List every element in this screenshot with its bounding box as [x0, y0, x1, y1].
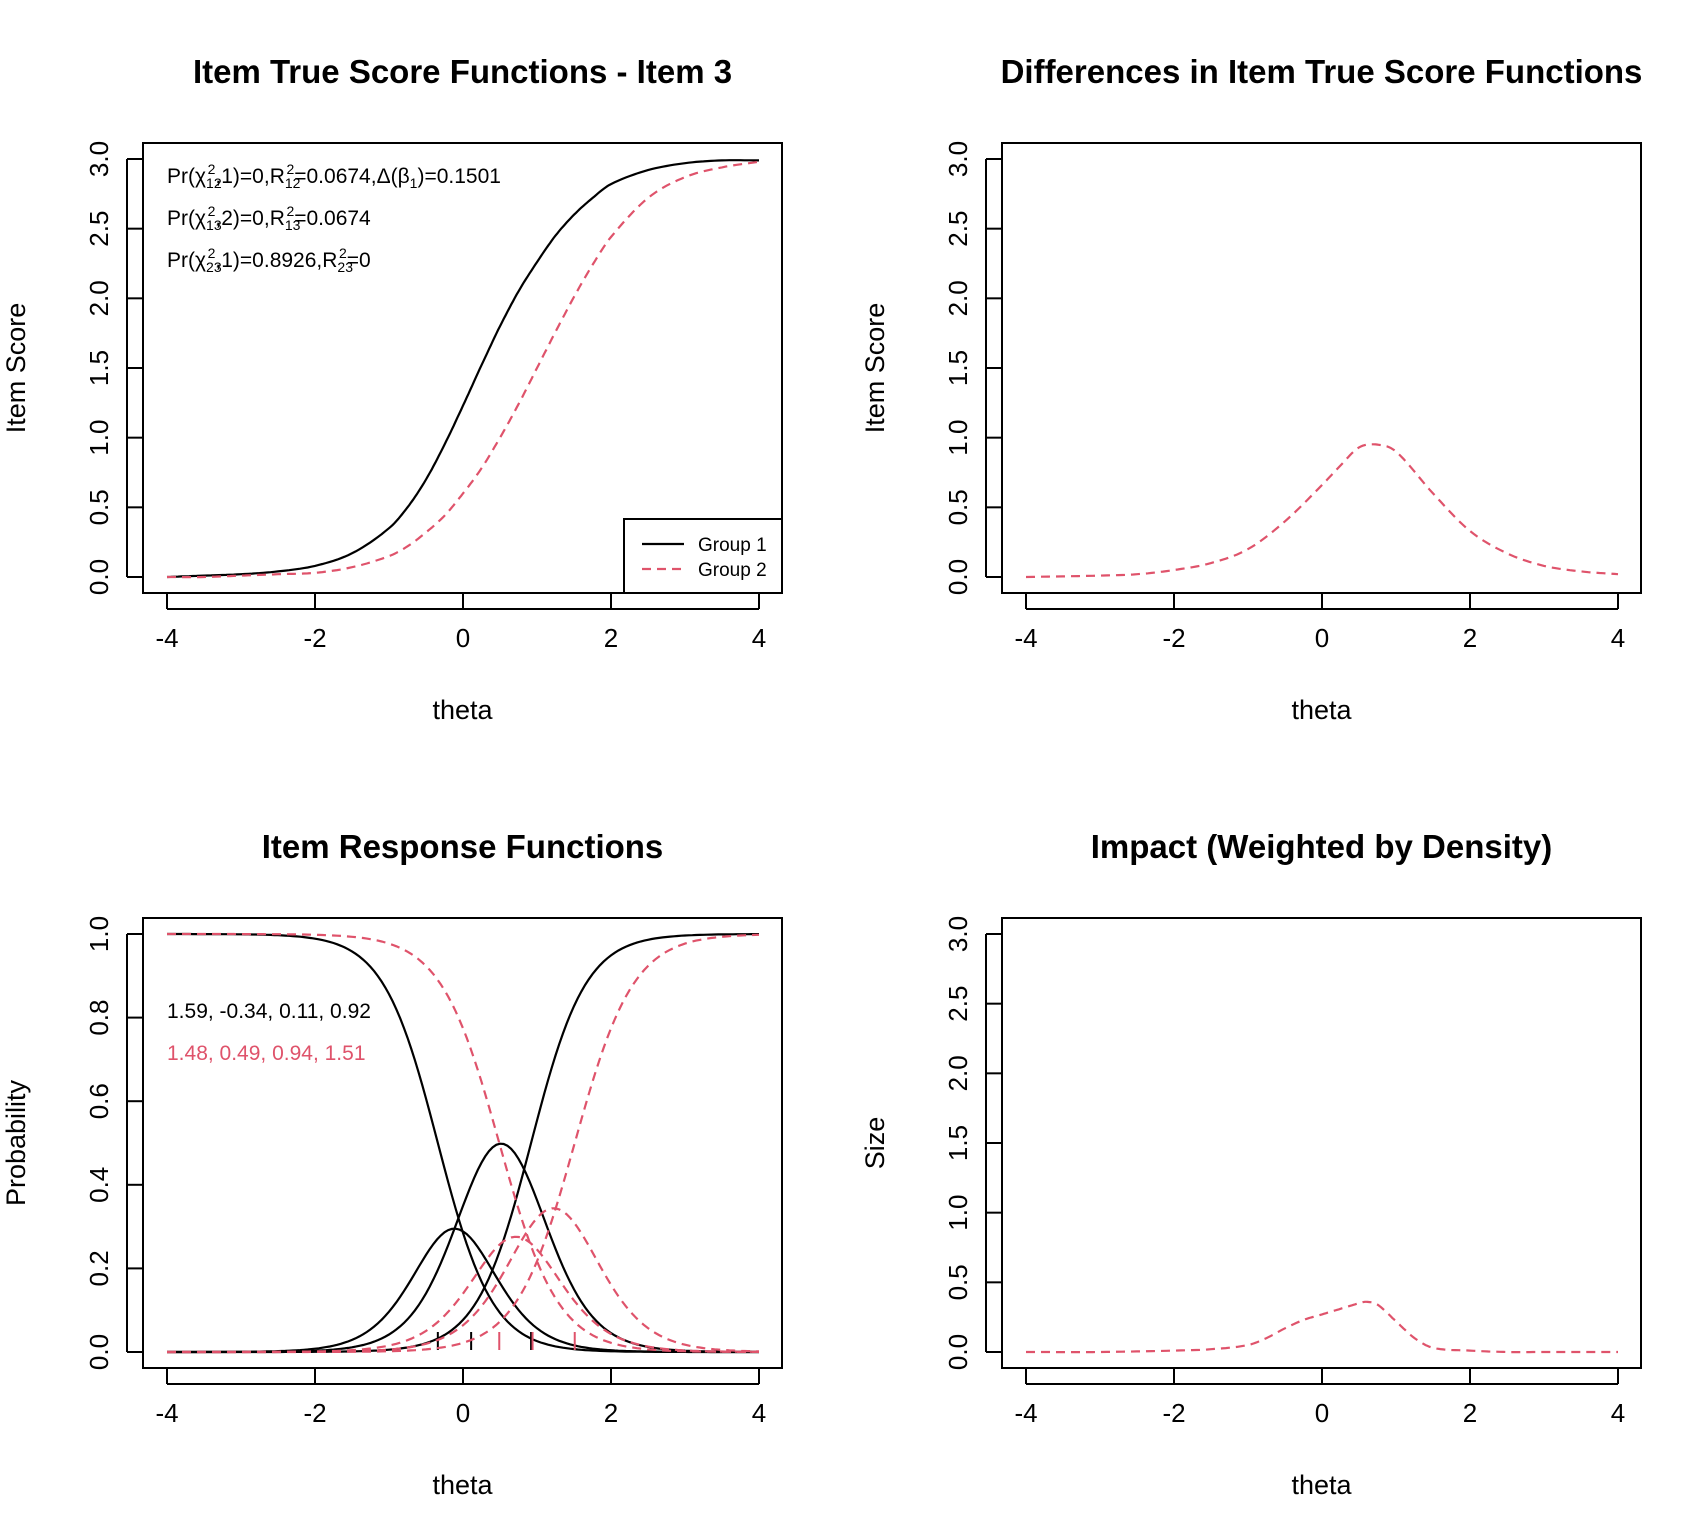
x-axis-label: theta: [1291, 1470, 1352, 1500]
x-tick-label: 4: [752, 623, 766, 653]
y-tick-label: 3.0: [943, 141, 973, 177]
y-axis-label: Probability: [1, 1079, 31, 1206]
y-tick-label: 0.5: [84, 489, 114, 525]
impact-line: [1026, 1300, 1618, 1354]
group2-category-3-curve: [167, 933, 760, 1354]
y-tick-label: 0.5: [943, 1264, 973, 1300]
y-tick-label: 0.4: [84, 1167, 114, 1203]
plot-frame: [1001, 917, 1642, 1369]
legend-box: [623, 518, 783, 594]
y-axis-label: Item Score: [1, 303, 31, 434]
y-tick-label: 3.0: [943, 916, 973, 952]
x-tick-label: -2: [303, 623, 326, 653]
y-tick-label: 2.5: [943, 211, 973, 247]
legend-label: Group 2: [698, 560, 767, 581]
y-tick-label: 1.0: [943, 420, 973, 456]
stat-annotation: Pr(χ132,2)=0,R132=0.0674: [167, 203, 371, 233]
x-axis-label: theta: [1291, 695, 1352, 725]
parameter-annotation: 1.48, 0.49, 0.94, 1.51: [167, 1042, 366, 1065]
y-axis-label: Size: [860, 1117, 890, 1170]
y-tick-label: 1.0: [84, 916, 114, 952]
y-tick-label: 0.0: [943, 1334, 973, 1370]
x-tick-label: -4: [1014, 1398, 1037, 1428]
x-tick-label: -4: [155, 1398, 178, 1428]
series-group-1-line: [166, 159, 759, 579]
y-tick-label: 2.5: [943, 986, 973, 1022]
plot-frame: [142, 917, 783, 1369]
y-tick-label: 1.5: [84, 350, 114, 386]
panel-item-true-score: Item True Score Functions - Item 3 -4 -2 0 2…: [1, 53, 783, 725]
stat-annotation: Pr(χ232,1)=0.8926,R232=0: [167, 245, 371, 275]
legend-label: Group 1: [698, 535, 767, 556]
x-tick-label: 0: [456, 623, 470, 653]
y-tick-label: 0.0: [84, 559, 114, 595]
x-tick-label: 4: [1611, 1398, 1625, 1428]
group2-category-1-curve: [167, 1235, 759, 1354]
y-tick-label: 1.0: [84, 420, 114, 456]
y-tick-label: 0.0: [943, 559, 973, 595]
x-tick-label: 2: [604, 623, 618, 653]
y-tick-label: 0.6: [84, 1083, 114, 1119]
panel-differences: Differences in Item True Score Functions…: [860, 53, 1642, 725]
y-tick-label: 2.0: [84, 280, 114, 316]
x-tick-label: 0: [456, 1398, 470, 1428]
y-tick-label: 0.0: [84, 1334, 114, 1370]
y-tick-label: 0.5: [943, 489, 973, 525]
x-tick-label: -2: [1162, 623, 1185, 653]
y-tick-label: 2.5: [84, 211, 114, 247]
x-tick-label: 0: [1315, 1398, 1329, 1428]
panel-impact: Impact (Weighted by Density) -4 -2 0 2 4 0.0 0.…: [860, 828, 1642, 1500]
x-tick-label: 4: [1611, 623, 1625, 653]
chart-title: Impact (Weighted by Density): [1091, 828, 1552, 865]
y-tick-label: 1.0: [943, 1195, 973, 1231]
plot-frame: [1001, 142, 1642, 594]
x-tick-label: -2: [1162, 1398, 1185, 1428]
y-tick-label: 1.5: [943, 350, 973, 386]
x-tick-label: 2: [1463, 623, 1477, 653]
group1-category-3-curve: [167, 933, 759, 1354]
group1-category-1-curve: [167, 1227, 759, 1354]
series-group-2-line: [167, 160, 760, 579]
difference-line: [1025, 443, 1619, 579]
y-tick-label: 3.0: [84, 141, 114, 177]
group2-category-0-curve: [167, 932, 759, 1353]
chart-title: Differences in Item True Score Functions: [1001, 53, 1643, 90]
chart-title: Item True Score Functions - Item 3: [193, 53, 732, 90]
panel-item-response: Item Response Functions -4 -2 0 2 4 0.0 0.2 0.4 0…: [1, 828, 783, 1500]
x-tick-label: 4: [752, 1398, 766, 1428]
y-tick-label: 0.8: [84, 1000, 114, 1036]
chart-title: Item Response Functions: [262, 828, 664, 865]
y-tick-label: 1.5: [943, 1125, 973, 1161]
x-tick-label: 2: [604, 1398, 618, 1428]
y-tick-label: 2.0: [943, 280, 973, 316]
parameter-annotation: 1.59, -0.34, 0.11, 0.92: [167, 1000, 371, 1023]
x-axis-label: theta: [432, 1470, 493, 1500]
stat-annotation: Pr(χ122,1)=0,R122=0.0674,Δ(β1)=0.1501: [167, 161, 501, 191]
y-tick-label: 2.0: [943, 1055, 973, 1091]
x-tick-label: 0: [1315, 623, 1329, 653]
x-tick-label: -4: [1014, 623, 1037, 653]
group1-category-0-curve: [167, 932, 759, 1354]
x-tick-label: -4: [155, 623, 178, 653]
y-tick-label: 0.2: [84, 1250, 114, 1286]
x-axis-label: theta: [432, 695, 493, 725]
x-tick-label: -2: [303, 1398, 326, 1428]
x-tick-label: 2: [1463, 1398, 1477, 1428]
y-axis-label: Item Score: [860, 303, 890, 434]
